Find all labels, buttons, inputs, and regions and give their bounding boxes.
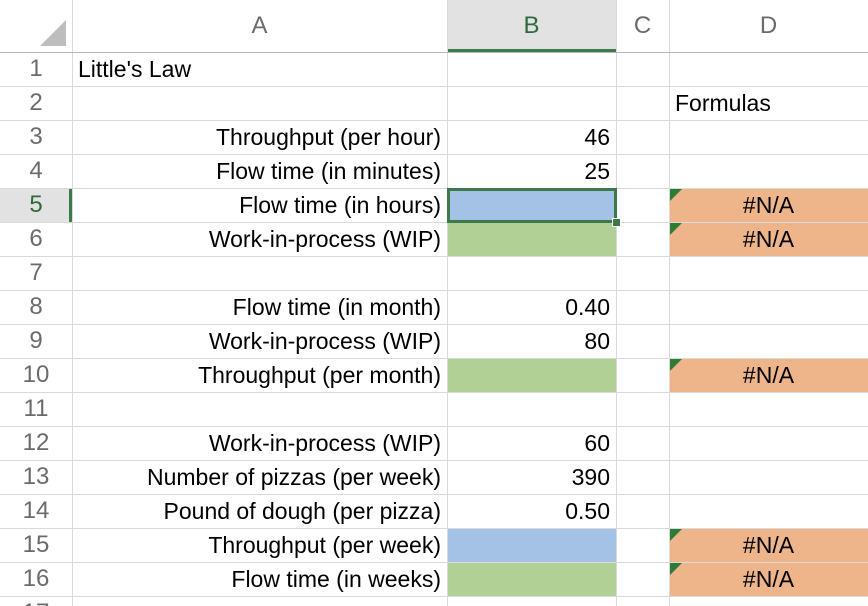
cell[interactable]: Pound of dough (per pizza): [163, 497, 441, 524]
fill-handle[interactable]: [612, 218, 621, 227]
cell-fill: [448, 189, 616, 222]
row-header[interactable]: 13: [22, 463, 50, 490]
cell-fill: [448, 529, 616, 562]
error-indicator: [670, 563, 682, 575]
grid-line-horizontal: [0, 120, 868, 121]
grid-line-horizontal: [0, 52, 868, 53]
cell[interactable]: #N/A: [742, 225, 795, 252]
cell[interactable]: 46: [584, 123, 610, 150]
grid-line-horizontal: [0, 256, 868, 257]
row-header[interactable]: 3: [29, 123, 43, 150]
column-header[interactable]: C: [633, 12, 652, 39]
grid-line-horizontal: [0, 426, 868, 427]
selection-border: [447, 188, 617, 223]
row-header[interactable]: 10: [22, 361, 50, 388]
row-header[interactable]: 17: [0, 596, 72, 606]
cell[interactable]: Number of pizzas (per week): [147, 463, 441, 490]
cell[interactable]: Little's Law: [78, 55, 192, 82]
cell[interactable]: #N/A: [742, 191, 795, 218]
row-header[interactable]: 11: [23, 395, 49, 422]
cell-fill: [448, 223, 616, 256]
cell[interactable]: 25: [584, 157, 610, 184]
grid-line-horizontal: [0, 528, 868, 529]
cell[interactable]: Throughput (per hour): [215, 123, 441, 150]
grid-line-horizontal: [0, 222, 868, 223]
row-header[interactable]: 5: [29, 191, 43, 218]
cell[interactable]: Formulas: [675, 89, 771, 116]
cell-fill: [448, 563, 616, 596]
row-header[interactable]: 15: [22, 531, 50, 558]
grid-line-horizontal: [0, 86, 868, 87]
row-header[interactable]: 7: [29, 259, 43, 286]
row-header[interactable]: 12: [22, 429, 50, 456]
row-header[interactable]: 16: [22, 565, 50, 592]
error-indicator: [670, 359, 682, 371]
cell[interactable]: 0.50: [565, 497, 610, 524]
cell[interactable]: Work-in-process (WIP): [208, 327, 441, 354]
cell[interactable]: Flow time (in month): [232, 293, 441, 320]
cell-fill: [670, 223, 868, 256]
cell[interactable]: #N/A: [742, 565, 795, 592]
cell-fill: [670, 563, 868, 596]
cell[interactable]: Flow time (in hours): [239, 191, 441, 218]
column-header[interactable]: B: [523, 12, 540, 39]
select-all-corner[interactable]: [0, 0, 72, 52]
cell[interactable]: 80: [584, 327, 610, 354]
row-header[interactable]: 4: [29, 157, 43, 184]
cell[interactable]: 390: [571, 463, 610, 490]
row-header[interactable]: 6: [29, 225, 43, 252]
cell[interactable]: Flow time (in minutes): [216, 157, 441, 184]
cell-fill: [670, 529, 868, 562]
cell[interactable]: Flow time (in weeks): [231, 565, 441, 592]
grid-line-horizontal: [0, 596, 868, 597]
grid-line-horizontal: [0, 324, 868, 325]
grid-line-horizontal: [0, 392, 868, 393]
grid-line-vertical: [447, 0, 448, 606]
header-highlight: [0, 188, 72, 222]
row-header[interactable]: 9: [29, 327, 43, 354]
column-header[interactable]: D: [759, 12, 778, 39]
grid-line-horizontal: [0, 290, 868, 291]
error-indicator: [670, 223, 682, 235]
row-header[interactable]: 1: [29, 55, 43, 82]
cell-fill: [448, 359, 616, 392]
grid-line-vertical: [669, 0, 670, 606]
row-header[interactable]: 2: [29, 89, 43, 116]
header-highlight: [447, 0, 616, 52]
cell-fill: [670, 359, 868, 392]
row-header[interactable]: 8: [29, 293, 43, 320]
grid-line-horizontal: [0, 562, 868, 563]
row-header[interactable]: 14: [22, 497, 50, 524]
grid-line-horizontal: [0, 188, 868, 189]
error-indicator: [670, 189, 682, 201]
column-header[interactable]: A: [251, 12, 268, 39]
cell[interactable]: #N/A: [742, 531, 795, 558]
cell[interactable]: Work-in-process (WIP): [208, 225, 441, 252]
grid-line-horizontal: [0, 494, 868, 495]
grid-line-horizontal: [0, 154, 868, 155]
cell-fill: [670, 189, 868, 222]
cell[interactable]: Throughput (per week): [208, 531, 441, 558]
grid-line-horizontal: [0, 460, 868, 461]
cell[interactable]: #N/A: [742, 361, 795, 388]
cell[interactable]: 60: [584, 429, 610, 456]
cell[interactable]: Throughput (per month): [198, 361, 441, 388]
grid-line-vertical: [616, 0, 617, 606]
grid-line-vertical: [72, 0, 73, 606]
error-indicator: [670, 529, 682, 541]
grid-line-horizontal: [0, 358, 868, 359]
cell[interactable]: Work-in-process (WIP): [208, 429, 441, 456]
cell[interactable]: 0.40: [565, 293, 610, 320]
